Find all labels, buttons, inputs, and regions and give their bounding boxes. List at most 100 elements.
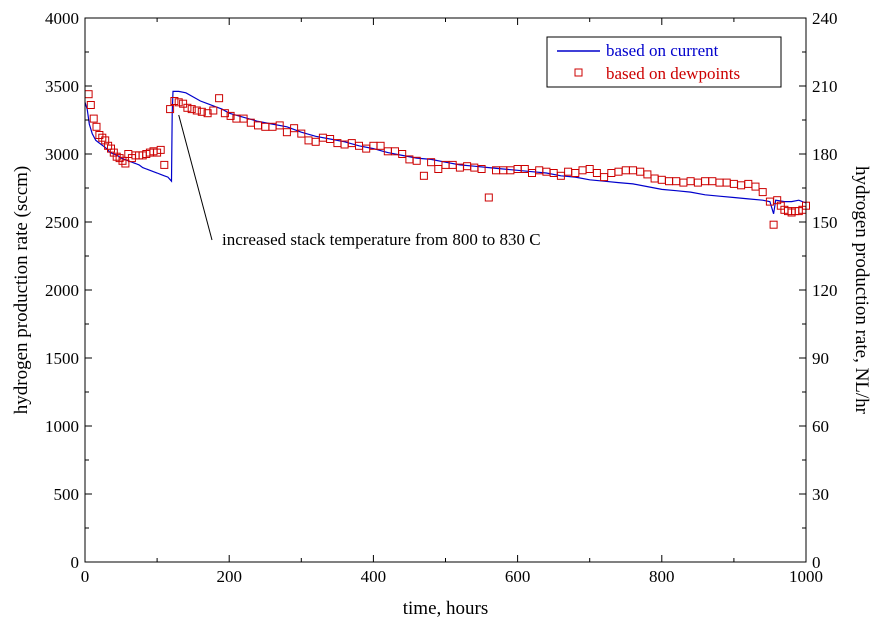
dewpoint-marker bbox=[621, 166, 630, 175]
dewpoint-marker bbox=[693, 178, 702, 187]
y-tick-label-right: 120 bbox=[812, 281, 838, 300]
legend-label-current: based on current bbox=[606, 41, 719, 60]
dewpoint-marker bbox=[564, 167, 573, 176]
dewpoint-marker bbox=[239, 114, 248, 123]
y-tick-label-left: 1500 bbox=[45, 349, 79, 368]
dewpoint-marker bbox=[614, 167, 623, 176]
dewpoint-marker bbox=[254, 121, 262, 130]
dewpoint-marker bbox=[643, 170, 652, 179]
y-tick-label-right: 90 bbox=[812, 349, 829, 368]
dewpoint-marker bbox=[686, 177, 695, 186]
dewpoint-marker bbox=[118, 156, 127, 165]
annotation: increased stack temperature from 800 to … bbox=[178, 114, 541, 249]
dewpoint-marker bbox=[89, 114, 98, 123]
dewpoint-marker bbox=[737, 181, 746, 190]
dewpoint-marker bbox=[585, 165, 594, 173]
dewpoint-marker bbox=[578, 166, 587, 175]
dewpoint-marker bbox=[197, 107, 206, 116]
dewpoint-marker bbox=[166, 105, 175, 114]
dewpoint-marker bbox=[121, 159, 130, 168]
dewpoint-marker bbox=[160, 160, 169, 169]
legend-box bbox=[546, 36, 782, 88]
y-tick-label-right: 0 bbox=[812, 553, 821, 572]
annotation-pointer bbox=[178, 114, 213, 241]
dewpoint-marker bbox=[187, 105, 196, 114]
y-tick-label-left: 3500 bbox=[45, 77, 79, 96]
dewpoint-marker bbox=[650, 174, 659, 183]
dewpoint-marker bbox=[751, 182, 760, 191]
dewpoint-marker bbox=[311, 137, 320, 146]
series-group bbox=[84, 90, 810, 229]
annotation-text: increased stack temperature from 800 to … bbox=[222, 230, 541, 249]
dewpoint-marker bbox=[304, 136, 313, 145]
dewpoint-marker bbox=[297, 129, 306, 138]
dewpoint-marker bbox=[101, 136, 110, 145]
dewpoint-marker bbox=[470, 163, 479, 172]
y-tick-label-left: 500 bbox=[54, 485, 80, 504]
y-tick-label-left: 3000 bbox=[45, 145, 79, 164]
legend-label-dewpoints: based on dewpoints bbox=[606, 64, 740, 83]
dewpoint-marker bbox=[95, 131, 104, 139]
dewpoint-marker bbox=[86, 101, 95, 109]
y-axis-title-right: hydrogen production rate, NL/hr bbox=[851, 166, 872, 415]
y-axis-title-left: hydrogen production rate (sccm) bbox=[11, 166, 32, 415]
dewpoint-marker bbox=[672, 177, 681, 186]
dewpoint-marker bbox=[84, 90, 93, 99]
dewpoint-marker bbox=[542, 167, 551, 176]
dewpoint-marker bbox=[326, 135, 335, 143]
dewpoint-marker bbox=[419, 171, 428, 180]
dewpoint-marker bbox=[477, 165, 486, 173]
x-tick-label: 600 bbox=[505, 567, 531, 586]
dewpoint-marker bbox=[448, 160, 457, 169]
dewpoint-marker bbox=[170, 97, 179, 105]
y-tick-label-right: 30 bbox=[812, 485, 829, 504]
dewpoint-marker bbox=[427, 158, 436, 167]
dewpoint-marker bbox=[92, 122, 101, 131]
dewpoint-marker bbox=[179, 99, 188, 108]
y-tick-label-right: 150 bbox=[812, 213, 838, 232]
dewpoint-marker bbox=[434, 165, 443, 173]
dewpoint-marker bbox=[769, 220, 778, 229]
dewpoint-marker bbox=[192, 106, 201, 115]
x-tick-label: 400 bbox=[361, 567, 387, 586]
dewpoint-marker bbox=[275, 121, 284, 130]
dewpoint-marker bbox=[758, 188, 767, 197]
dewpoint-marker bbox=[226, 111, 235, 120]
dewpoint-marker bbox=[701, 177, 710, 186]
dewpoint-marker bbox=[109, 148, 118, 157]
dewpoint-marker bbox=[729, 179, 738, 188]
y-tick-label-right: 180 bbox=[812, 145, 838, 164]
x-tick-label: 800 bbox=[649, 567, 675, 586]
y-tick-label-left: 0 bbox=[71, 553, 80, 572]
y-tick-label-left: 4000 bbox=[45, 9, 79, 28]
dewpoint-marker bbox=[556, 171, 565, 180]
dewpoint-marker bbox=[104, 141, 113, 150]
dewpoint-marker bbox=[607, 169, 616, 177]
dewpoint-marker bbox=[261, 122, 270, 131]
dewpoint-marker bbox=[665, 177, 673, 186]
dewpoint-marker bbox=[657, 175, 666, 184]
dewpoint-marker bbox=[174, 98, 183, 107]
dewpoint-marker bbox=[215, 94, 224, 103]
y-tick-label-right: 60 bbox=[812, 417, 829, 436]
x-tick-label: 1000 bbox=[789, 567, 823, 586]
dewpoint-marker bbox=[156, 145, 165, 154]
dewpoint-marker bbox=[636, 167, 645, 176]
legend: based on current based on dewpoints bbox=[546, 36, 782, 88]
dewpoint-marker bbox=[220, 109, 229, 118]
dewpoint-marker bbox=[203, 109, 212, 118]
dewpoint-marker bbox=[679, 178, 688, 187]
dewpoint-marker bbox=[571, 169, 580, 177]
dewpoint-marker bbox=[484, 193, 493, 202]
dewpoint-marker bbox=[98, 133, 107, 142]
dewpoint-marker bbox=[376, 141, 385, 150]
y-tick-label-left: 2000 bbox=[45, 281, 79, 300]
y-tick-label-left: 2500 bbox=[45, 213, 79, 232]
dewpoint-marker bbox=[290, 124, 299, 133]
dewpoint-marker bbox=[282, 128, 291, 137]
x-axis-title: time, hours bbox=[403, 598, 489, 619]
dewpoint-marker bbox=[629, 166, 637, 175]
dewpoint-marker bbox=[112, 152, 121, 161]
y-tick-label-left: 1000 bbox=[45, 417, 79, 436]
